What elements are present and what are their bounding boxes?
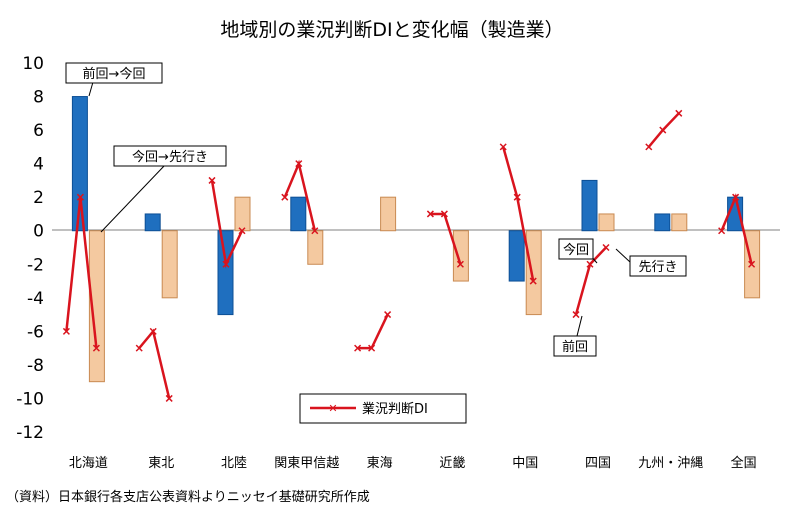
- y-tick-label: 6: [33, 121, 44, 141]
- di-point: [165, 394, 173, 402]
- callout-box-bar2: [113, 145, 227, 167]
- callout-leader-bar2: [100, 164, 166, 233]
- di-point: [311, 227, 319, 235]
- bar-prev-to-curr: [290, 196, 307, 232]
- bars: [71, 96, 761, 383]
- x-category-label: 中国: [512, 456, 538, 471]
- di-point: [368, 344, 376, 352]
- callout-leader-next: [615, 248, 631, 263]
- y-tick-label: -6: [27, 322, 44, 342]
- callout-box-prev: [553, 335, 597, 357]
- callout-curr-label: 今回: [563, 242, 589, 258]
- bar-curr-to-next: [161, 230, 178, 299]
- di-point: [149, 327, 157, 335]
- x-category-label: 関東甲信越: [274, 455, 339, 471]
- y-tick-label: 2: [33, 188, 44, 208]
- y-tick-label: -4: [27, 289, 44, 309]
- y-tick-label: 4: [33, 155, 44, 175]
- x-category-label: 九州・沖縄: [638, 456, 703, 471]
- di-point: [295, 160, 303, 168]
- bar-curr-to-next: [671, 213, 688, 232]
- di-line: [357, 314, 389, 350]
- y-tick-label: -12: [16, 423, 44, 443]
- y-tick-label: 8: [33, 88, 44, 108]
- y-tick-label: -10: [16, 389, 44, 409]
- callout-leader-bar1: [88, 81, 94, 97]
- x-category-label: 北海道: [69, 456, 108, 471]
- callout-bar2-label: 今回→先行き: [132, 149, 208, 165]
- y-tick-label: -8: [27, 356, 44, 376]
- di-point: [602, 243, 610, 252]
- bar-prev-to-curr: [144, 213, 161, 232]
- x-category-label: 四国: [585, 456, 611, 471]
- callout-box-curr: [558, 238, 594, 260]
- di-point: [732, 193, 740, 201]
- source-note: （資料）日本銀行各支店公表資料よりニッセイ基礎研究所作成: [6, 490, 370, 505]
- callout-bar1-label: 前回→今回: [83, 66, 146, 82]
- di-point: [456, 260, 464, 268]
- bar-curr-to-next: [598, 213, 615, 232]
- x-category-label: 北陸: [221, 455, 247, 471]
- callout-leader-prev: [576, 315, 583, 337]
- bar-curr-to-next: [88, 230, 105, 383]
- di-point: [586, 260, 594, 268]
- x-category-label: 近畿: [439, 456, 465, 471]
- di-point: [659, 126, 667, 134]
- callout-next-label: 先行き: [638, 260, 677, 275]
- callout-box-bar1: [65, 62, 163, 84]
- di-point: [718, 227, 726, 235]
- y-tick-label: 0: [33, 222, 44, 242]
- legend: ✕ 業況判断DI: [299, 393, 467, 424]
- chart-title: 地域別の業況判断DIと変化幅（製造業）: [220, 19, 563, 41]
- x-category-label: 東北: [148, 455, 174, 471]
- di-point: [440, 210, 448, 218]
- bar-prev-to-curr: [508, 230, 525, 282]
- x-category-label: 全国: [731, 455, 757, 471]
- di-line: [138, 328, 171, 399]
- di-point: [426, 210, 434, 218]
- di-point: [208, 176, 216, 184]
- di-point: [92, 344, 100, 352]
- y-axis: 10 8 6 4 2 0 -2 -4 -6 -8 -10 -12: [16, 54, 44, 443]
- legend-label: 業況判断DI: [362, 401, 428, 417]
- callout-prev-label: 前回: [562, 339, 588, 355]
- callout-box-next: [629, 255, 687, 277]
- legend-marker: ✕: [328, 402, 337, 415]
- di-point: [135, 344, 143, 352]
- di-point: [675, 109, 683, 117]
- x-axis-categories: 北海道 東北 北陸 関東甲信越 東海 近畿 中国 四国 九州・沖縄 全国: [69, 455, 757, 471]
- di-point: [513, 193, 521, 201]
- bar-curr-to-next: [380, 196, 397, 232]
- bar-prev-to-curr: [581, 179, 598, 232]
- di-point: [384, 311, 392, 319]
- x-category-label: 東海: [367, 455, 393, 471]
- bar-curr-to-next: [452, 230, 469, 282]
- di-point: [238, 227, 246, 235]
- bar-prev-to-curr: [654, 213, 671, 232]
- bar-curr-to-next: [234, 196, 251, 232]
- di-lines: [62, 109, 756, 402]
- di-point: [748, 260, 756, 268]
- di-point: [529, 277, 537, 285]
- di-point: [499, 143, 507, 151]
- di-point: [645, 143, 653, 151]
- y-tick-label: 10: [22, 54, 44, 74]
- di-point: [62, 327, 70, 335]
- annotations: 前回→今回 今回→先行き 今回 先行き 前回: [65, 62, 687, 357]
- bar-prev-to-curr: [217, 230, 234, 316]
- di-point: [281, 193, 289, 201]
- bar-curr-to-next: [307, 230, 324, 265]
- y-tick-label: -2: [27, 255, 44, 275]
- di-point: [354, 344, 362, 352]
- di-point: [222, 260, 230, 268]
- di-point: [76, 193, 84, 201]
- bar-curr-to-next: [525, 230, 542, 316]
- di-point: [572, 311, 580, 319]
- bar-prev-to-curr: [71, 96, 88, 232]
